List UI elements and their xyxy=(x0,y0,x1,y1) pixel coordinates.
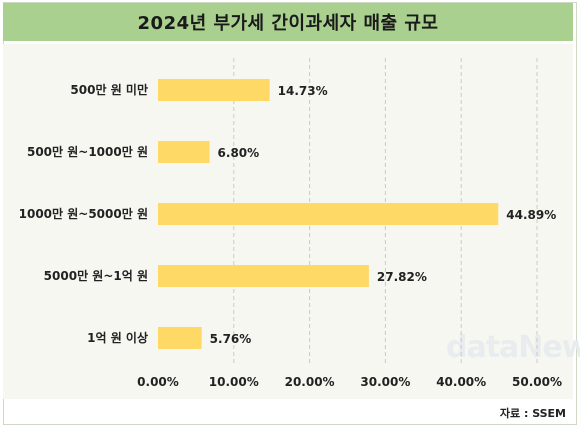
value-label: 44.89% xyxy=(506,208,556,222)
category-label: 5000만 원~1억 원 xyxy=(44,268,148,283)
x-tick-label: 10.00% xyxy=(209,375,259,389)
bar xyxy=(158,203,499,225)
x-tick-label: 30.00% xyxy=(360,375,410,389)
watermark-logo: dataNews xyxy=(446,330,580,365)
x-tick-label: 50.00% xyxy=(512,375,562,389)
category-label: 500만 원~1000만 원 xyxy=(27,144,148,159)
value-label: 6.80% xyxy=(218,146,260,160)
x-tick-label: 0.00% xyxy=(137,375,179,389)
x-tick-label: 40.00% xyxy=(436,375,486,389)
value-label: 27.82% xyxy=(377,270,427,284)
title-bar: 2024년 부가세 간이과세자 매출 규모 xyxy=(3,3,573,41)
bar xyxy=(158,141,210,163)
category-label: 1000만 원~5000만 원 xyxy=(19,206,148,221)
value-label: 14.73% xyxy=(278,84,328,98)
category-label: 1억 원 이상 xyxy=(87,330,148,345)
source-note: 자료 : SSEM xyxy=(499,407,566,420)
bar xyxy=(158,265,369,287)
category-label: 500만 원 미만 xyxy=(70,82,148,97)
chart-title: 2024년 부가세 간이과세자 매출 규모 xyxy=(137,13,439,34)
x-tick-label: 20.00% xyxy=(285,375,335,389)
bar xyxy=(158,79,270,101)
value-label: 5.76% xyxy=(210,332,252,346)
bar xyxy=(158,327,202,349)
